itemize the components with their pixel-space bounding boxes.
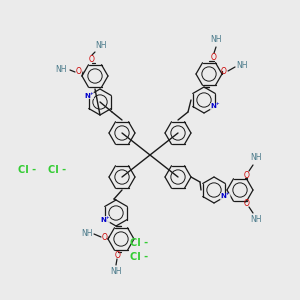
Text: NH: NH [110, 268, 122, 277]
Text: Cl -: Cl - [18, 165, 36, 175]
Text: NH: NH [210, 35, 222, 44]
Text: NH: NH [95, 40, 107, 50]
Text: NH: NH [250, 215, 262, 224]
Text: O: O [221, 67, 227, 76]
Text: O: O [244, 170, 250, 179]
Text: N⁺: N⁺ [84, 92, 94, 98]
Text: Cl -: Cl - [130, 238, 148, 248]
Text: Cl -: Cl - [48, 165, 66, 175]
Text: NH: NH [55, 64, 67, 74]
Text: N⁺: N⁺ [220, 194, 230, 200]
Text: NH: NH [81, 229, 93, 238]
Text: O: O [102, 232, 108, 242]
Text: O: O [244, 199, 250, 208]
Text: O: O [89, 55, 95, 64]
Text: O: O [115, 250, 121, 260]
Text: O: O [76, 68, 82, 76]
Text: NH: NH [236, 61, 248, 70]
Text: NH: NH [250, 154, 262, 163]
Text: N⁺: N⁺ [210, 103, 220, 109]
Text: Cl -: Cl - [130, 252, 148, 262]
Text: O: O [211, 52, 217, 62]
Text: N⁺: N⁺ [100, 217, 110, 223]
